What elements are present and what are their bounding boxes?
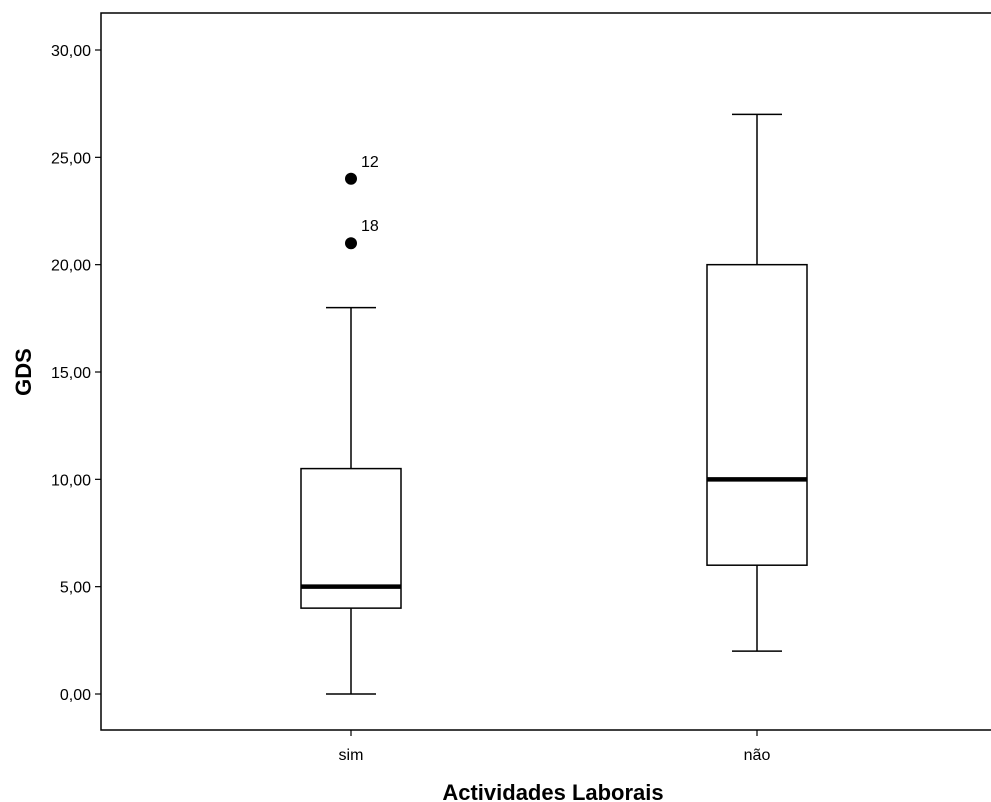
y-tick-label: 30,00 (51, 43, 91, 60)
outlier-point (345, 237, 357, 250)
x-axis: sim não (339, 730, 771, 764)
y-tick-label: 25,00 (51, 150, 91, 167)
x-tick-label: não (744, 747, 771, 764)
outlier-label: 12 (361, 154, 379, 171)
x-tick-label: sim (339, 747, 364, 764)
plot-frame (100, 12, 991, 731)
outlier-label: 18 (361, 218, 379, 235)
box-sim: 12 18 (300, 154, 402, 695)
y-tick-label: 5,00 (60, 580, 91, 597)
y-axis-title: GDS (11, 348, 36, 396)
y-tick-label: 20,00 (51, 258, 91, 275)
y-tick-label: 15,00 (51, 365, 91, 382)
outlier-point (345, 172, 357, 185)
y-tick-label: 0,00 (60, 687, 91, 704)
y-axis: 0,00 5,00 10,00 15,00 20,00 25,00 30,00 (51, 43, 101, 704)
box-não (706, 113, 808, 652)
box-iqr (706, 263, 808, 566)
x-axis-title: Actividades Laborais (442, 780, 663, 802)
y-tick-label: 10,00 (51, 472, 91, 489)
boxes: 12 18 (300, 113, 808, 695)
